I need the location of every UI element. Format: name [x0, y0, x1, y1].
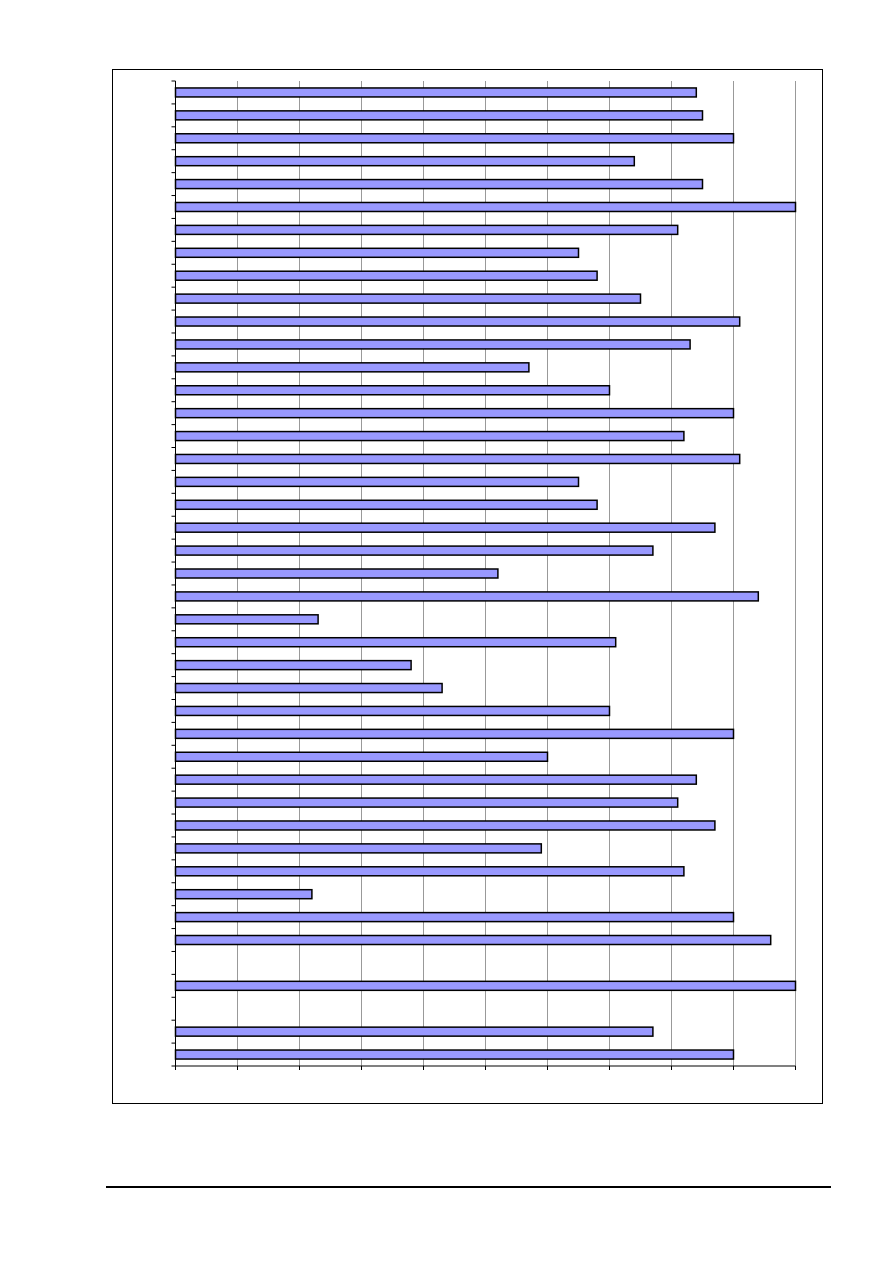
bar: [174, 430, 685, 442]
bar: [174, 682, 443, 694]
bar: [174, 1049, 735, 1060]
bar: [174, 797, 679, 808]
bar: [174, 476, 580, 488]
axes: [171, 80, 796, 1070]
bar: [174, 591, 760, 602]
bar: [174, 110, 704, 121]
bar: [174, 453, 741, 465]
bar: [174, 522, 716, 533]
bar: [174, 407, 735, 419]
bar: [174, 911, 735, 923]
bar: [174, 155, 636, 167]
bar: [174, 843, 543, 854]
bar: [174, 247, 580, 259]
bar: [174, 728, 735, 740]
bar: [174, 499, 598, 511]
bar: [174, 270, 598, 281]
horizontal-bar-chart: [171, 80, 797, 1070]
bar: [174, 339, 691, 350]
bar: [174, 316, 741, 327]
bars: [174, 87, 797, 1060]
bar: [174, 293, 642, 304]
bar: [174, 888, 313, 900]
footer-rule: [106, 1186, 831, 1188]
bar: [174, 545, 654, 556]
bar: [174, 705, 611, 717]
bar: [174, 980, 797, 992]
bar: [174, 866, 685, 877]
chart-frame: [112, 69, 823, 1104]
bar: [174, 1026, 654, 1037]
bar: [174, 614, 319, 625]
bar: [174, 178, 704, 190]
bar: [174, 636, 617, 648]
bar: [174, 820, 716, 831]
bar: [174, 568, 499, 579]
bar: [174, 659, 412, 671]
bar: [174, 384, 611, 396]
bar: [174, 934, 772, 946]
bar: [174, 751, 549, 763]
bar: [174, 133, 735, 144]
bar: [174, 774, 698, 785]
bar: [174, 224, 679, 236]
bar: [174, 362, 530, 373]
bar: [174, 87, 698, 98]
bar: [174, 201, 797, 213]
